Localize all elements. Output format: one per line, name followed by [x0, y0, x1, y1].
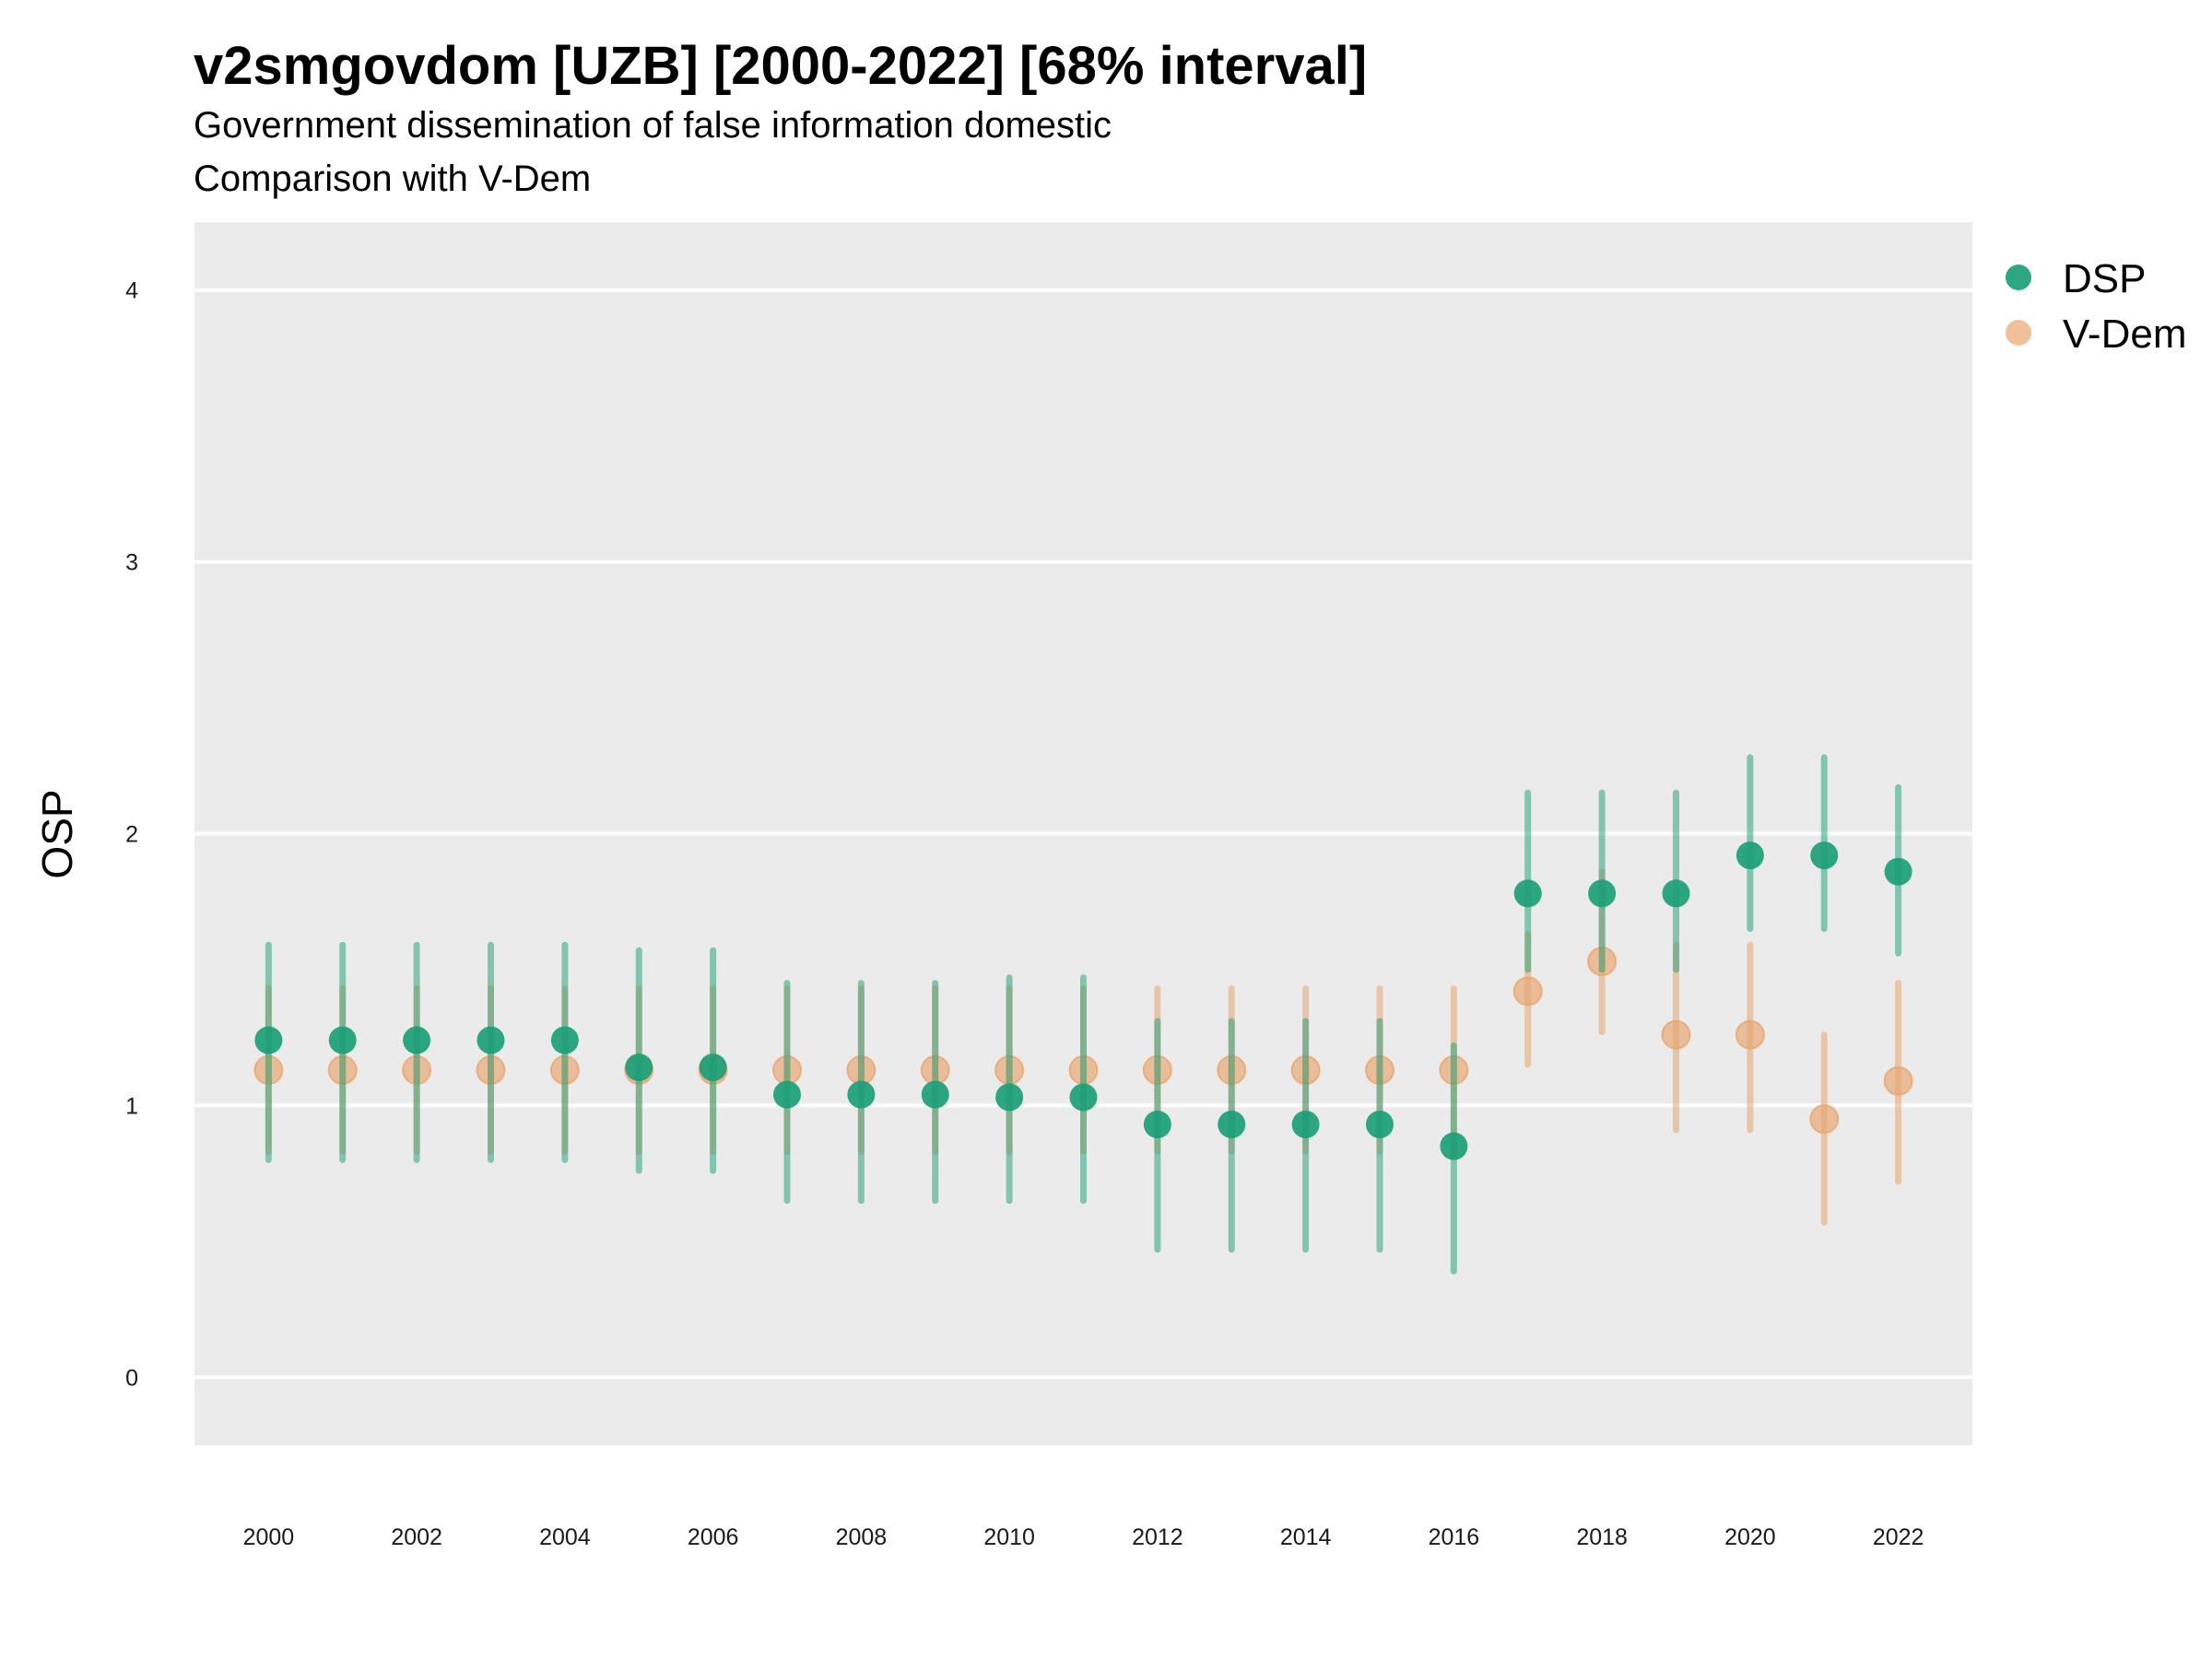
legend-key-dsp — [2006, 265, 2031, 290]
dsp-point — [1366, 1111, 1394, 1139]
dsp-point — [1735, 841, 1764, 870]
dsp-point — [1588, 879, 1617, 908]
x-tick-label: 2010 — [983, 1524, 1035, 1550]
dsp-point — [699, 1053, 727, 1082]
legend: DSP V-Dem — [2006, 256, 2186, 357]
x-tick-label: 2002 — [391, 1524, 442, 1550]
x-tick-label: 2022 — [1873, 1524, 1924, 1550]
x-tick-label: 2000 — [243, 1524, 295, 1550]
dsp-point — [254, 1026, 283, 1054]
chart-title: v2smgovdom [UZB] [2000-2022] [68% interv… — [194, 36, 1368, 96]
dsp-point — [1218, 1111, 1246, 1139]
dsp-point — [773, 1080, 801, 1109]
y-tick-label: 3 — [125, 550, 138, 576]
vdem-point — [1883, 1065, 1913, 1096]
dsp-point — [1810, 841, 1839, 870]
y-tick-label: 4 — [125, 278, 138, 304]
dsp-point — [1069, 1083, 1098, 1112]
dsp-point — [1513, 879, 1542, 908]
vdem-point — [1661, 1019, 1691, 1050]
dsp-point — [1291, 1111, 1320, 1139]
x-tick-labels: 2000 2002 2004 2006 2008 2010 2012 2014 2016 2018… — [243, 1524, 1924, 1550]
y-tick-label: 2 — [125, 822, 138, 848]
dsp-point — [403, 1026, 431, 1054]
y-tick-label: 0 — [125, 1365, 138, 1391]
dsp-point — [625, 1053, 653, 1082]
x-tick-label: 2006 — [688, 1524, 739, 1550]
vdem-point — [1809, 1104, 1840, 1135]
dsp-point — [1440, 1132, 1468, 1160]
x-tick-label: 2016 — [1429, 1524, 1480, 1550]
legend-label-dsp: DSP — [2063, 256, 2146, 301]
series-dsp — [254, 754, 1912, 1275]
dsp-point — [1662, 879, 1690, 908]
vdem-point — [1735, 1019, 1765, 1050]
chart-subtitle: Government dissemination of false inform… — [194, 105, 1112, 146]
dsp-point — [477, 1026, 505, 1054]
dsp-point — [847, 1080, 876, 1109]
dsp-point — [1143, 1111, 1171, 1139]
legend-label-vdem: V-Dem — [2063, 312, 2186, 357]
x-tick-label: 2018 — [1576, 1524, 1628, 1550]
x-tick-label: 2004 — [539, 1524, 591, 1550]
vdem-point — [1512, 976, 1543, 1006]
x-tick-label: 2008 — [836, 1524, 888, 1550]
dsp-point — [921, 1080, 949, 1109]
dsp-point — [550, 1026, 579, 1054]
dsp-point — [328, 1026, 357, 1054]
x-tick-label: 2020 — [1724, 1524, 1776, 1550]
y-axis-title: OSP — [33, 789, 81, 878]
x-tick-label: 2014 — [1280, 1524, 1332, 1550]
legend-key-vdem — [2006, 320, 2031, 346]
x-tick-label: 2012 — [1132, 1524, 1183, 1550]
y-tick-label: 1 — [125, 1093, 138, 1119]
dsp-point — [1884, 857, 1912, 886]
dsp-point — [995, 1083, 1024, 1112]
y-tick-labels: 0 1 2 3 4 — [125, 278, 138, 1392]
chart-subtitle-comparison: Comparison with V-Dem — [194, 159, 592, 199]
